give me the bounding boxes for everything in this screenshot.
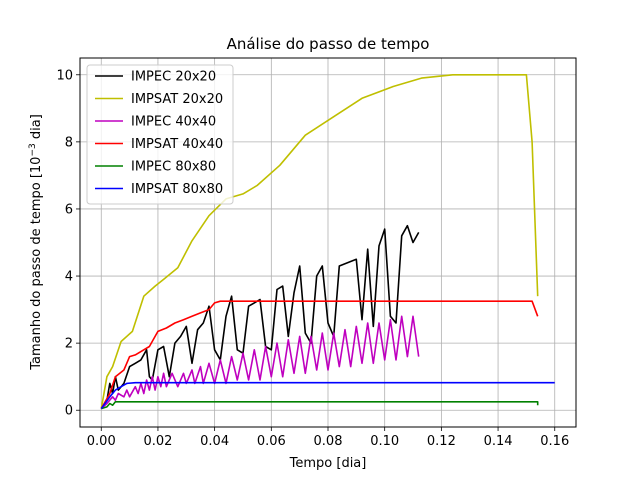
- x-tick-label: 0.02: [143, 434, 172, 449]
- x-tick-label: 0.10: [370, 434, 399, 449]
- x-tick-label: 0.04: [200, 434, 229, 449]
- y-axis-label-tail: dia]: [29, 114, 44, 143]
- y-axis-label: Tamanho do passo de tempo [10−3 dia]: [28, 114, 44, 371]
- legend-entry: IMPEC 40x40: [131, 115, 216, 130]
- x-tick-label: 0.00: [87, 434, 116, 449]
- series-line-impec-20x20: [100, 224, 420, 410]
- y-tick-label: 8: [65, 135, 73, 150]
- legend-entry: IMPSAT 80x80: [131, 182, 223, 197]
- legend-entry: IMPEC 20x20: [131, 70, 216, 85]
- y-ticks: 0 2 4 6 8 10: [56, 68, 80, 419]
- y-tick-label: 2: [65, 337, 73, 352]
- x-tick-label: 0.06: [257, 434, 286, 449]
- legend-entry: IMPEC 80x80: [131, 160, 216, 175]
- series-line-impec-80x80: [101, 400, 539, 410]
- legend-entry: IMPSAT 20x20: [131, 92, 223, 107]
- series-line-impec-40x40: [100, 315, 420, 410]
- legend: IMPEC 20x20 IMPSAT 20x20 IMPEC 40x40 IMPSAT…: [86, 64, 234, 205]
- chart-title: Análise do passo de tempo: [227, 35, 430, 53]
- series-line-impsat-40x40: [100, 300, 539, 409]
- x-axis-label: Tempo [dia]: [289, 456, 367, 471]
- x-ticks: 0.00 0.02 0.04 0.06 0.08 0.10 0.12 0.14 0.16: [87, 427, 569, 449]
- y-axis-label-exponent: −3: [28, 143, 38, 156]
- y-tick-label: 6: [65, 202, 73, 217]
- y-axis-label-main: Tamanho do passo de tempo [10: [29, 157, 44, 371]
- y-tick-label: 4: [65, 270, 73, 285]
- y-tick-label: 0: [65, 404, 73, 419]
- x-tick-label: 0.16: [540, 434, 569, 449]
- series-line-impsat-20x20: [100, 74, 539, 409]
- x-tick-label: 0.12: [427, 434, 456, 449]
- y-tick-label: 10: [56, 68, 73, 83]
- legend-entry: IMPSAT 40x40: [131, 137, 223, 152]
- series-line-impsat-80x80: [100, 381, 555, 410]
- legend-box: [86, 64, 234, 205]
- x-tick-label: 0.08: [314, 434, 343, 449]
- series-lines: [100, 74, 555, 410]
- x-tick-label: 0.14: [484, 434, 513, 449]
